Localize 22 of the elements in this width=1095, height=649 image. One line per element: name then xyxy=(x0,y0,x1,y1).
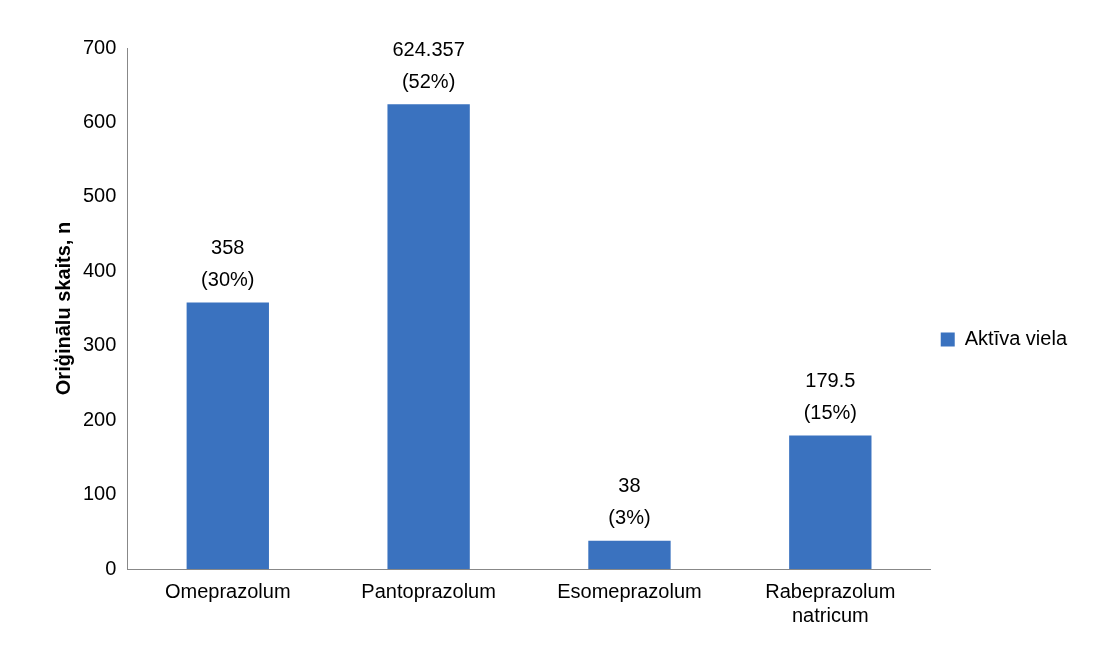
bar xyxy=(186,302,269,569)
x-tick-label: Esomeprazolum xyxy=(557,579,702,602)
y-tick-label: 500 xyxy=(82,184,117,207)
y-tick-label: 400 xyxy=(82,258,117,281)
bar xyxy=(588,540,671,569)
bar xyxy=(789,435,872,569)
y-axis-title: Oriģinālu skaits, n xyxy=(51,221,74,396)
y-tick-label: 0 xyxy=(105,556,117,579)
data-label: 358 (30%) xyxy=(201,236,255,291)
y-tick-label: 300 xyxy=(82,333,117,356)
x-tick-label: Omeprazolum xyxy=(164,579,291,602)
y-tick-label: 600 xyxy=(82,109,117,132)
x-tick-label: Rabeprazolum natricum xyxy=(765,579,896,626)
x-tick-label: Pantoprazolum xyxy=(361,579,496,602)
data-label: 38 (3%) xyxy=(608,474,651,529)
y-tick-label: 100 xyxy=(82,482,117,505)
y-tick-label: 200 xyxy=(82,407,117,430)
bar xyxy=(387,104,470,569)
data-label: 624.357 (52%) xyxy=(392,37,465,92)
legend-label: Aktīva viela xyxy=(964,327,1068,350)
data-label: 179.5 (15%) xyxy=(803,368,857,423)
y-tick-label: 700 xyxy=(82,35,117,58)
